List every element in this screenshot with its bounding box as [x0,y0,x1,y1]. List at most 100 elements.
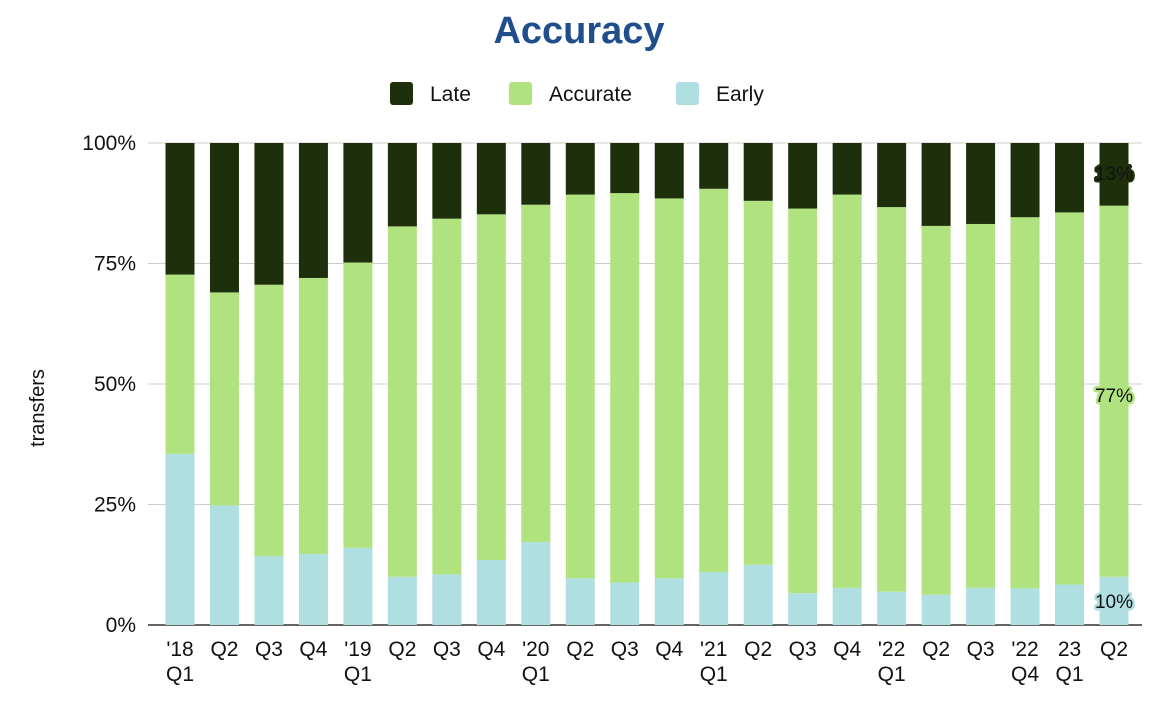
bar-segment-late [1099,143,1129,206]
x-tick-label: Q4 [1011,663,1039,686]
bar-segment-accurate [521,204,551,543]
x-tick-label: Q3 [611,638,639,661]
bar-segment-late [877,143,907,208]
bar-segment-accurate [610,193,640,583]
x-tick-label: Q2 [1100,638,1128,661]
bar-segment-accurate [966,223,996,588]
x-tick-label: Q2 [922,638,950,661]
bar-segment-early [877,591,907,625]
bar-segment-accurate [654,198,684,579]
bar-segment-accurate [832,194,862,588]
bar-segment-early [343,547,373,625]
bar-segment-late [521,143,551,205]
y-tick-label: 50% [94,373,136,396]
bar-segment-accurate [565,194,595,579]
bar-segment-late [921,143,951,226]
x-tick-label: '18 [166,638,193,661]
bar-segment-early [1010,588,1040,625]
bar-segment-early [788,593,818,625]
bar-segment-accurate [209,292,239,506]
bar-segment-accurate [921,225,951,595]
x-tick-label: Q2 [744,638,772,661]
bar-segment-late [387,143,417,227]
x-tick-label: Q2 [566,638,594,661]
bar-segment-accurate [387,226,417,577]
x-tick-label: Q1 [700,663,728,686]
legend-swatch-early [676,82,699,105]
bar-segment-accurate [254,284,284,557]
x-tick-label: Q4 [477,638,505,661]
bar-segment-early [699,571,729,625]
x-tick-label: '21 [700,638,727,661]
x-tick-label: Q1 [1056,663,1084,686]
bar-segment-early [610,582,640,625]
bar-segment-late [476,143,506,215]
x-tick-label: Q1 [166,663,194,686]
legend: Late Accurate Early [390,82,764,106]
bar-segment-early [1099,576,1129,625]
bar-segment-accurate [476,214,506,560]
bar-segment-late [610,143,640,194]
data-labels: 13% 77% 10% [1092,162,1135,616]
x-tick-label: Q3 [255,638,283,661]
x-tick-label: Q3 [967,638,995,661]
bar-segment-accurate [343,262,373,548]
bar-segment-early [298,554,328,625]
bar-segment-late [1010,143,1040,218]
bar-segment-accurate [298,277,328,555]
x-tick-label: Q4 [833,638,861,661]
bar-segment-accurate [877,207,907,592]
bar-segment-early [832,587,862,625]
bar-segment-late [966,143,996,224]
bar-segment-late [654,143,684,199]
bar-segment-late [743,143,773,201]
x-tick-label: '20 [522,638,549,661]
bar-segment-early [254,556,284,625]
bar-segment-late [432,143,462,219]
bar-segment-accurate [699,188,729,572]
bar-segment-early [476,559,506,625]
data-label-late: 13% [1095,164,1133,185]
bar-segment-early [921,594,951,625]
x-tick-label: Q3 [433,638,461,661]
y-axis-ticks: 0% 25% 50% 75% 100% [82,132,136,637]
bar-segment-late [832,143,862,195]
bar-segment-accurate [743,200,773,565]
x-tick-label: 23 [1058,638,1081,661]
bar-segment-late [298,143,328,278]
legend-label-early: Early [716,83,764,106]
bar-segment-early [387,576,417,625]
legend-swatch-late [390,82,413,105]
x-tick-label: Q2 [210,638,238,661]
bar-segment-early [565,578,595,625]
x-tick-label: Q1 [878,663,906,686]
bar-segment-accurate [1010,217,1040,589]
legend-swatch-accurate [509,82,532,105]
x-tick-label: Q2 [388,638,416,661]
bar-segment-late [788,143,818,209]
bar-segment-accurate [165,274,195,454]
bar-segment-late [1055,143,1085,213]
chart-title: Accuracy [493,10,665,52]
y-tick-label: 100% [82,132,136,155]
bar-segment-late [343,143,373,263]
bar-segment-accurate [432,218,462,575]
bar-segment-late [165,143,195,275]
bar-segment-early [1055,584,1085,625]
x-tick-label: Q3 [789,638,817,661]
bars [165,143,1129,625]
legend-label-accurate: Accurate [549,83,632,106]
bar-segment-accurate [788,208,818,594]
bar-segment-early [743,564,773,625]
legend-label-late: Late [430,83,471,106]
bar-segment-accurate [1099,205,1129,577]
bar-segment-early [654,578,684,625]
bar-segment-early [966,587,996,625]
bar-segment-accurate [1055,212,1085,585]
bar-segment-late [254,143,284,285]
x-tick-label: Q1 [522,663,550,686]
x-tick-label: Q4 [299,638,327,661]
bar-segment-late [565,143,595,195]
